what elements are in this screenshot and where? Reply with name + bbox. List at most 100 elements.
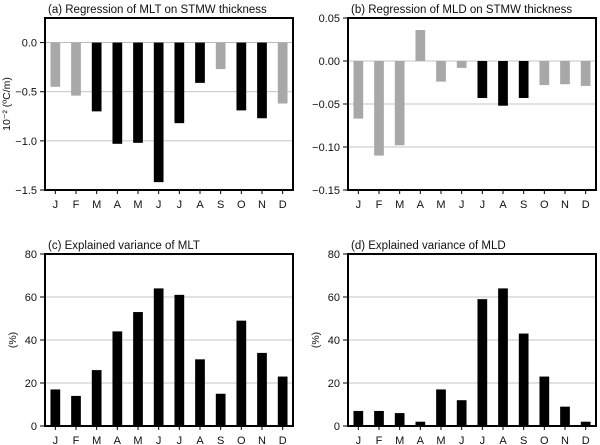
x-tick-label: S	[520, 199, 527, 211]
x-tick-label: M	[92, 435, 101, 445]
y-tick-label: −0.15	[312, 185, 340, 197]
bar-1	[50, 42, 61, 87]
x-tick-label: M	[436, 199, 445, 211]
bar-10	[236, 42, 247, 111]
bar-8	[195, 42, 205, 83]
y-tick-label: 0.00	[319, 56, 340, 68]
bar-12	[277, 376, 288, 426]
x-tick-label: J	[156, 435, 162, 445]
chart-panel-c: 0 20 40 60 80 J F M A M J J A S O N D (c) Explained varia…	[7, 240, 294, 445]
bar-7	[174, 294, 185, 426]
bar-9	[518, 61, 529, 98]
bar-6	[153, 288, 164, 426]
bar-12	[277, 42, 288, 104]
bar-2	[71, 395, 81, 426]
bar-6	[153, 42, 164, 183]
x-tick-label: A	[499, 199, 507, 211]
y-tick-label: 60	[25, 292, 37, 304]
x-tick-label: D	[279, 435, 287, 445]
bar-9	[215, 393, 226, 426]
y-tick-label: 40	[25, 335, 37, 347]
bar-8	[195, 359, 205, 426]
x-tick-label: M	[92, 199, 101, 211]
x-tick-label: J	[53, 199, 59, 211]
panel-title: (d) Explained variance of MLD	[351, 240, 506, 252]
bar-4	[112, 331, 123, 426]
x-tick-label: D	[279, 199, 287, 211]
y-axis-label: (%)	[310, 332, 322, 348]
x-tick-label: N	[258, 199, 266, 211]
bar-12	[580, 421, 591, 426]
panel-title: (b) Regression of MLD on STMW thickness	[351, 4, 572, 16]
bar-3	[394, 413, 405, 426]
plot-frame	[44, 17, 294, 191]
x-tick-label: A	[196, 199, 204, 211]
x-tick-label: A	[114, 199, 122, 211]
bar-1	[353, 61, 364, 119]
chart-panel-d: 0 20 40 60 80 J F M A M J J A S O N D (d) Explained varia…	[310, 240, 597, 445]
x-tick-label: N	[258, 435, 266, 445]
bar-8	[498, 288, 508, 426]
x-tick-label: J	[53, 435, 59, 445]
x-tick-label: N	[561, 199, 569, 211]
bar-3	[91, 42, 102, 112]
y-tick-label: 0.0	[22, 38, 37, 50]
panel-title: (a) Regression of MLT on STMW thickness	[48, 4, 267, 16]
bar-1	[353, 410, 364, 426]
x-tick-label: J	[480, 435, 486, 445]
x-tick-label: O	[237, 199, 246, 211]
bar-6	[456, 61, 467, 68]
x-tick-label: O	[540, 199, 549, 211]
bar-5	[436, 389, 446, 426]
x-tick-label: F	[376, 199, 383, 211]
bar-2	[374, 61, 384, 156]
y-axis-label: 10⁻² (ºC/m)	[1, 77, 13, 131]
y-tick-label: −1.5	[15, 185, 37, 197]
x-tick-label: D	[582, 435, 590, 445]
bar-7	[477, 61, 488, 98]
x-tick-label: O	[540, 435, 549, 445]
y-tick-label: 20	[328, 378, 340, 390]
bar-6	[456, 400, 467, 426]
x-tick-label: O	[237, 435, 246, 445]
y-tick-label: 0	[31, 421, 37, 433]
x-tick-label: M	[133, 199, 142, 211]
x-tick-label: A	[196, 435, 204, 445]
bar-10	[236, 320, 247, 426]
bar-11	[560, 61, 570, 85]
x-tick-label: J	[480, 199, 486, 211]
bar-4	[415, 421, 426, 426]
panel-title: (c) Explained variance of MLT	[48, 240, 200, 252]
bar-11	[257, 42, 267, 119]
x-tick-label: A	[499, 435, 507, 445]
bar-11	[560, 406, 570, 426]
y-tick-label: 20	[25, 378, 37, 390]
bar-9	[215, 42, 226, 70]
y-tick-label: −0.05	[312, 99, 340, 111]
bar-7	[477, 299, 488, 426]
y-tick-label: −0.5	[15, 87, 37, 99]
bar-3	[394, 61, 405, 146]
bar-2	[71, 42, 81, 96]
x-tick-label: J	[459, 435, 465, 445]
x-tick-label: F	[376, 435, 383, 445]
y-tick-label: −0.10	[312, 142, 340, 154]
y-tick-label: −1.0	[15, 136, 37, 148]
x-tick-label: M	[395, 199, 404, 211]
y-tick-label: 80	[328, 249, 340, 261]
bar-2	[374, 410, 384, 426]
bar-4	[112, 42, 123, 144]
x-tick-label: F	[73, 435, 80, 445]
bar-1	[50, 389, 61, 426]
x-tick-label: A	[417, 199, 425, 211]
bar-12	[580, 61, 591, 86]
x-tick-label: N	[561, 435, 569, 445]
bar-5	[133, 42, 143, 143]
y-tick-label: 40	[328, 335, 340, 347]
bar-10	[539, 61, 550, 86]
x-tick-label: S	[217, 199, 224, 211]
y-tick-label: 0	[334, 421, 340, 433]
x-tick-label: J	[177, 199, 183, 211]
x-tick-label: J	[356, 199, 362, 211]
